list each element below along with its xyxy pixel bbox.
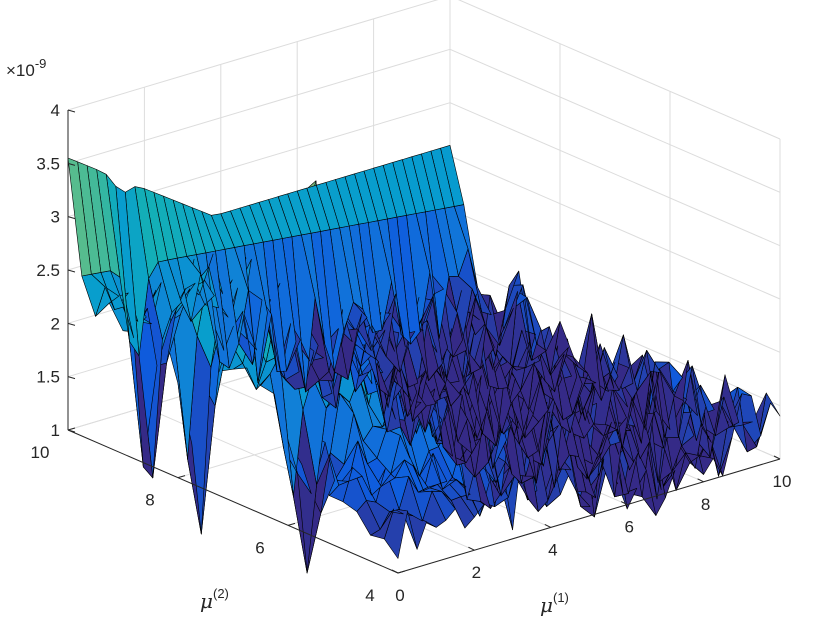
z-tick-label: 3.5 <box>36 154 60 173</box>
x-tick-mark <box>544 523 552 528</box>
grid-line <box>449 102 781 247</box>
x-axis-line <box>397 458 781 574</box>
y-tick-label: 6 <box>255 538 264 557</box>
z-tick-mark <box>67 269 76 273</box>
x-axis-label: μ(1) <box>540 590 569 617</box>
surface-patch <box>67 157 92 277</box>
y-tick-label: 8 <box>145 491 154 510</box>
x-tick-label: 4 <box>548 540 557 559</box>
z-tick-mark <box>67 216 76 220</box>
surface-mesh <box>67 145 781 574</box>
axis-labels: ×10-9 μ(2) μ(1) <box>6 56 569 617</box>
y-tick-mark <box>177 475 186 479</box>
x-tick-mark <box>391 569 399 574</box>
x-tick-mark <box>773 455 781 460</box>
grid-line <box>449 208 781 353</box>
z-tick-mark <box>67 376 76 380</box>
y-tick-mark <box>67 427 76 431</box>
x-tick-mark <box>697 478 704 483</box>
grid-line <box>67 48 451 164</box>
grid-line <box>449 155 781 300</box>
x-tick-label: 10 <box>773 472 792 491</box>
x-tick-label: 2 <box>472 563 481 582</box>
y-axis-label: μ(2) <box>200 586 229 613</box>
x-tick-label: 6 <box>624 518 633 537</box>
y-axis-line <box>67 429 399 574</box>
z-tick-label: 1 <box>51 421 60 440</box>
z-tick-mark <box>67 429 76 433</box>
grid-line <box>67 0 439 111</box>
z-tick-label: 1.5 <box>36 368 60 387</box>
y-tick-mark <box>287 522 296 526</box>
z-tick-mark <box>67 109 76 113</box>
z-exponent-label: ×10-9 <box>6 56 46 80</box>
x-tick-mark <box>620 501 628 506</box>
z-tick-mark <box>67 322 76 326</box>
z-tick-label: 2 <box>51 314 60 333</box>
grid-line <box>449 48 781 193</box>
y-tick-mark <box>397 570 406 574</box>
x-tick-label: 0 <box>395 586 404 605</box>
z-tick-label: 3 <box>51 208 60 227</box>
z-tick-label: 4 <box>51 101 60 120</box>
grid-line <box>457 0 781 140</box>
x-tick-mark <box>468 546 475 551</box>
y-tick-label: 4 <box>365 586 374 605</box>
z-tick-mark <box>67 162 76 166</box>
z-tick-label: 2.5 <box>36 261 60 280</box>
x-tick-label: 8 <box>701 495 710 514</box>
y-tick-label: 10 <box>31 443 50 462</box>
